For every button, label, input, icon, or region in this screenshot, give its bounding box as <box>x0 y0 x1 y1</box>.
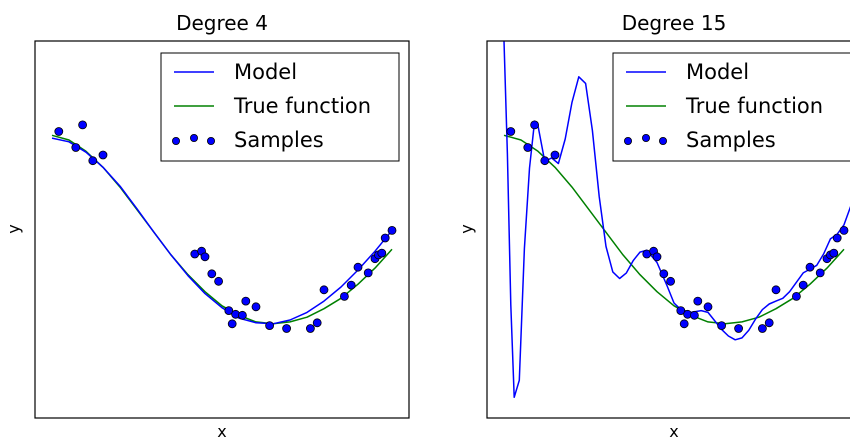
legend-model-label: Model <box>686 60 749 84</box>
axes-frame <box>34 40 410 419</box>
legend-model-label: Model <box>234 60 297 84</box>
plot-area <box>51 120 397 333</box>
sample-point <box>237 310 247 320</box>
sample-point <box>666 276 675 286</box>
sample-point <box>659 269 669 279</box>
sample-point <box>771 285 781 295</box>
sample-point <box>506 127 516 136</box>
legend-box <box>160 52 400 162</box>
sample-point <box>523 143 533 152</box>
x-axis-label: x <box>217 422 226 440</box>
sample-point <box>305 324 315 333</box>
legend-true-function-label: True function <box>233 94 371 118</box>
sample-point <box>241 296 251 306</box>
y-axis-label: y <box>457 224 476 233</box>
sample-point <box>805 262 815 272</box>
legend-samples-marker <box>206 136 215 145</box>
model-series-line <box>503 41 850 399</box>
sample-point <box>319 285 329 295</box>
sample-point <box>815 268 825 278</box>
sample-point <box>387 225 397 235</box>
legend-samples-marker <box>642 133 651 142</box>
sample-point <box>758 324 767 333</box>
legend-true-function-label: True function <box>685 94 823 118</box>
sample-point <box>652 252 662 262</box>
sample-point <box>265 321 275 331</box>
sample-point <box>227 319 237 329</box>
sample-point <box>224 306 234 316</box>
sample-point <box>792 291 801 301</box>
legend-samples-marker <box>189 133 198 142</box>
sample-point <box>54 127 64 136</box>
sample-point <box>530 120 539 130</box>
legend-samples-marker <box>624 136 633 145</box>
sample-point <box>839 225 849 235</box>
legend-box <box>612 52 850 162</box>
sample-point <box>693 296 703 306</box>
sample-point <box>98 150 108 160</box>
sample-point <box>550 150 560 160</box>
sample-point <box>78 120 87 130</box>
sample-point <box>717 321 726 331</box>
sample-point <box>679 319 689 329</box>
panel-degree-15: Degree 15 x y Model True function Sample… <box>457 11 850 440</box>
sample-point <box>377 248 387 258</box>
sample-point <box>282 324 292 333</box>
sample-point <box>346 280 356 290</box>
panel-title: Degree 15 <box>622 11 727 35</box>
sample-point <box>734 324 743 333</box>
sample-point <box>207 269 217 279</box>
sample-point <box>703 302 713 312</box>
sample-point <box>798 280 808 290</box>
legend-samples-marker <box>171 136 180 145</box>
legend-samples-label: Samples <box>686 128 776 152</box>
legend-samples-marker <box>659 136 668 145</box>
sample-point <box>832 233 842 243</box>
true-function-series-line <box>503 134 845 325</box>
sample-point <box>540 156 550 166</box>
model-series-line <box>51 137 393 325</box>
legend-samples-label: Samples <box>234 128 324 152</box>
panel-degree-4: Degree 4 x y Model True function Samples <box>4 11 410 440</box>
x-axis-label: x <box>669 422 678 440</box>
sample-point <box>363 268 373 278</box>
sample-point <box>200 252 210 262</box>
sample-point <box>71 143 81 152</box>
sample-point <box>312 318 322 328</box>
panel-title: Degree 4 <box>176 11 268 35</box>
sample-point <box>214 276 224 286</box>
legend: Model True function Samples <box>612 52 850 162</box>
sample-point <box>829 248 839 258</box>
sample-point <box>690 310 699 320</box>
plot-area <box>503 41 850 399</box>
sample-point <box>676 306 686 316</box>
sample-point <box>380 233 390 243</box>
legend: Model True function Samples <box>160 52 400 162</box>
axes-frame <box>486 40 850 419</box>
y-axis-label: y <box>4 224 23 233</box>
sample-point <box>251 302 261 312</box>
sample-point <box>339 291 349 301</box>
sample-point <box>353 262 363 272</box>
sample-point <box>88 156 98 166</box>
sample-point <box>764 318 774 328</box>
